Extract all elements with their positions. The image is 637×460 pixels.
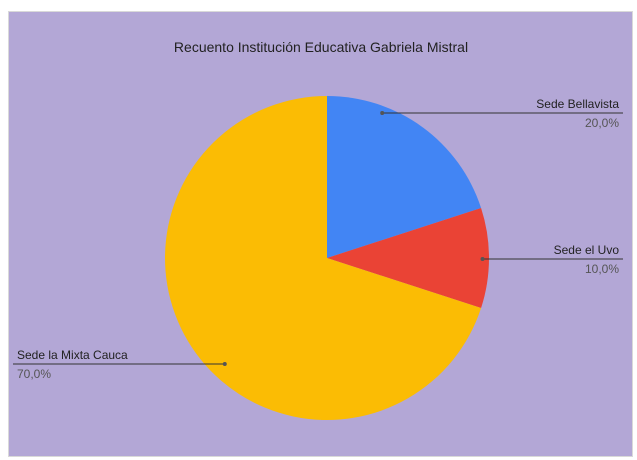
pie-chart: Recuento Institución Educativa Gabriela … [13,39,623,420]
slice-value-label: 10,0% [585,262,619,276]
labels-layer: Sede Bellavista 20,0% Sede el Uvo 10,0% Sede… [13,97,623,381]
slice-value-label: 70,0% [17,367,51,381]
slices-layer [165,96,489,420]
leader-dot [222,362,227,366]
slice-label: Sede la Mixta Cauca [17,348,128,362]
chart-container: Recuento Institución Educativa Gabriela … [8,11,633,457]
slice-value-label: 20,0% [585,116,619,130]
slice-label: Sede el Uvo [554,243,620,257]
leader-dot [380,111,385,115]
pie-slice-sede-el-uvo[interactable] [327,207,489,309]
slice-label: Sede Bellavista [536,97,619,111]
chart-title: Recuento Institución Educativa Gabriela … [174,39,468,55]
pie-slice-sede-bellavista[interactable] [327,96,482,258]
pie-slice-sede-la-mixta-cauca[interactable] [165,96,482,420]
leader-dot [480,257,485,261]
